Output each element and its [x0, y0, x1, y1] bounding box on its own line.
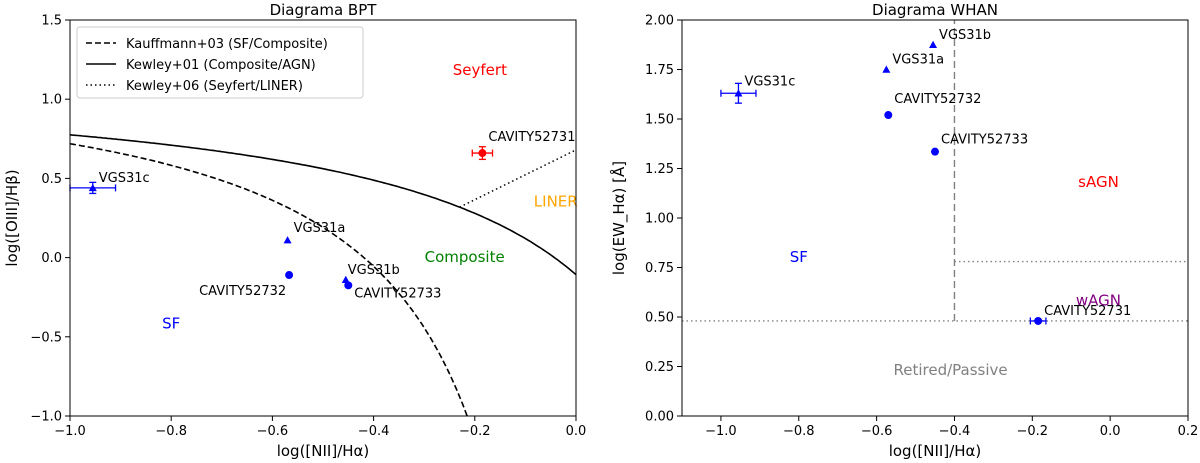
- circle-marker: [1034, 316, 1043, 325]
- x-tick-label: −0.6: [257, 424, 289, 439]
- region-label: SF: [162, 315, 180, 333]
- circle-marker: [931, 147, 939, 156]
- bpt-chart: Diagrama BPT Seyfert LINER Composite SF VGS31…: [3, 1, 586, 460]
- legend: Kauffmann+03 (SF/Composite) Kewley+01 (Co…: [76, 26, 364, 99]
- y-axis-label: log(EW_Hα) [Å]: [609, 161, 629, 275]
- y-tick-label: 0.0: [41, 251, 62, 266]
- y-tick-label: 0.50: [645, 311, 674, 326]
- point-label: CAVITY52731: [1044, 304, 1131, 319]
- y-tick-label: 1.5: [41, 14, 62, 29]
- x-tick-label: −0.8: [783, 424, 815, 439]
- region-label: wAGN: [1076, 292, 1121, 310]
- point-label: CAVITY52731: [488, 130, 575, 145]
- y-tick-label: 1.00: [645, 212, 674, 227]
- circle-marker: [478, 149, 487, 158]
- kauffmann03-curve: [70, 142, 468, 416]
- plot-area: [70, 134, 576, 416]
- point-label: VGS31a: [892, 53, 944, 68]
- y-tick-label: 1.0: [41, 93, 62, 108]
- region-label: Retired/Passive: [893, 361, 1007, 379]
- y-tick-label: 0.75: [645, 261, 674, 276]
- circle-marker: [884, 111, 893, 120]
- y-tick-label: 0.00: [645, 410, 674, 425]
- triangle-marker: [734, 89, 743, 97]
- region-label: Composite: [425, 248, 505, 266]
- legend-label: Kauffmann+03 (SF/Composite): [126, 37, 328, 52]
- x-axis-label: log([NII]/Hα): [889, 442, 982, 460]
- x-tick-label: −0.4: [939, 424, 971, 439]
- point-label: VGS31b: [939, 28, 991, 43]
- triangle-marker: [882, 65, 891, 73]
- legend-label: Kewley+01 (Composite/AGN): [126, 58, 316, 73]
- data-point: CAVITY52732: [199, 271, 294, 299]
- point-label: CAVITY52733: [354, 286, 441, 301]
- triangle-marker: [929, 40, 938, 48]
- y-tick-label: 1.25: [645, 162, 674, 177]
- x-tick-label: 0.0: [1100, 424, 1121, 439]
- x-tick-label: −0.2: [459, 424, 491, 439]
- data-point: CAVITY52732: [884, 92, 981, 120]
- data-point: VGS31c: [69, 171, 150, 195]
- region-label: sAGN: [1078, 173, 1119, 191]
- chart-title: Diagrama WHAN: [872, 1, 998, 19]
- axes-frame: [69, 19, 577, 417]
- y-tick-label: 0.5: [41, 172, 62, 187]
- triangle-marker: [88, 183, 97, 192]
- point-label: CAVITY52733: [941, 133, 1028, 148]
- triangle-marker: [283, 236, 292, 244]
- data-point: VGS31b: [341, 263, 400, 283]
- point-label: VGS31c: [99, 171, 150, 186]
- y-tick-label: 1.75: [645, 63, 674, 78]
- y-tick-label: 2.00: [645, 14, 674, 29]
- kewley06-line: [459, 149, 576, 208]
- region-label: LINER: [534, 193, 578, 211]
- point-label: CAVITY52732: [199, 284, 286, 299]
- triangle-marker: [341, 275, 350, 283]
- plot-area: [682, 20, 1188, 322]
- y-tick-label: −0.5: [30, 330, 62, 345]
- point-label: VGS31b: [348, 263, 400, 278]
- legend-box: [76, 26, 364, 99]
- data-point: CAVITY52731: [471, 130, 575, 161]
- legend-label: Kewley+06 (Seyfert/LINER): [126, 79, 303, 94]
- x-tick-label: 0.2: [1178, 424, 1199, 439]
- whan-chart: Diagrama WHAN sAGN wAGN SF Retired/Passive VG…: [609, 1, 1198, 460]
- chart-title: Diagrama BPT: [270, 1, 378, 19]
- x-tick-label: −0.8: [155, 424, 187, 439]
- point-label: VGS31a: [294, 221, 346, 236]
- data-point: VGS31c: [720, 74, 795, 104]
- x-tick-label: 0.0: [566, 424, 587, 439]
- kewley01-curve: [70, 134, 576, 276]
- y-tick-label: −1.0: [30, 410, 62, 425]
- x-tick-label: −1.0: [54, 424, 86, 439]
- point-label: CAVITY52732: [894, 92, 981, 107]
- x-tick-label: −0.4: [358, 424, 390, 439]
- region-label: Seyfert: [453, 61, 507, 79]
- data-point: CAVITY52731: [1029, 304, 1131, 325]
- x-tick-label: −1.0: [705, 424, 737, 439]
- y-axis-label: log([OIII]/Hβ): [3, 169, 21, 266]
- circle-marker: [285, 271, 294, 280]
- region-label: SF: [790, 248, 808, 266]
- data-point: VGS31a: [283, 221, 346, 244]
- point-label: VGS31c: [744, 74, 795, 89]
- x-axis-label: log([NII]/Hα): [277, 442, 370, 460]
- x-tick-label: −0.6: [861, 424, 893, 439]
- data-point: CAVITY52733: [344, 281, 441, 301]
- x-tick-label: −0.2: [1017, 424, 1049, 439]
- data-point: VGS31a: [882, 53, 944, 73]
- data-point: CAVITY52733: [931, 133, 1028, 156]
- data-point: VGS31b: [929, 28, 991, 48]
- y-tick-label: 0.25: [645, 360, 674, 375]
- circle-marker: [344, 281, 353, 290]
- y-tick-label: 1.50: [645, 113, 674, 128]
